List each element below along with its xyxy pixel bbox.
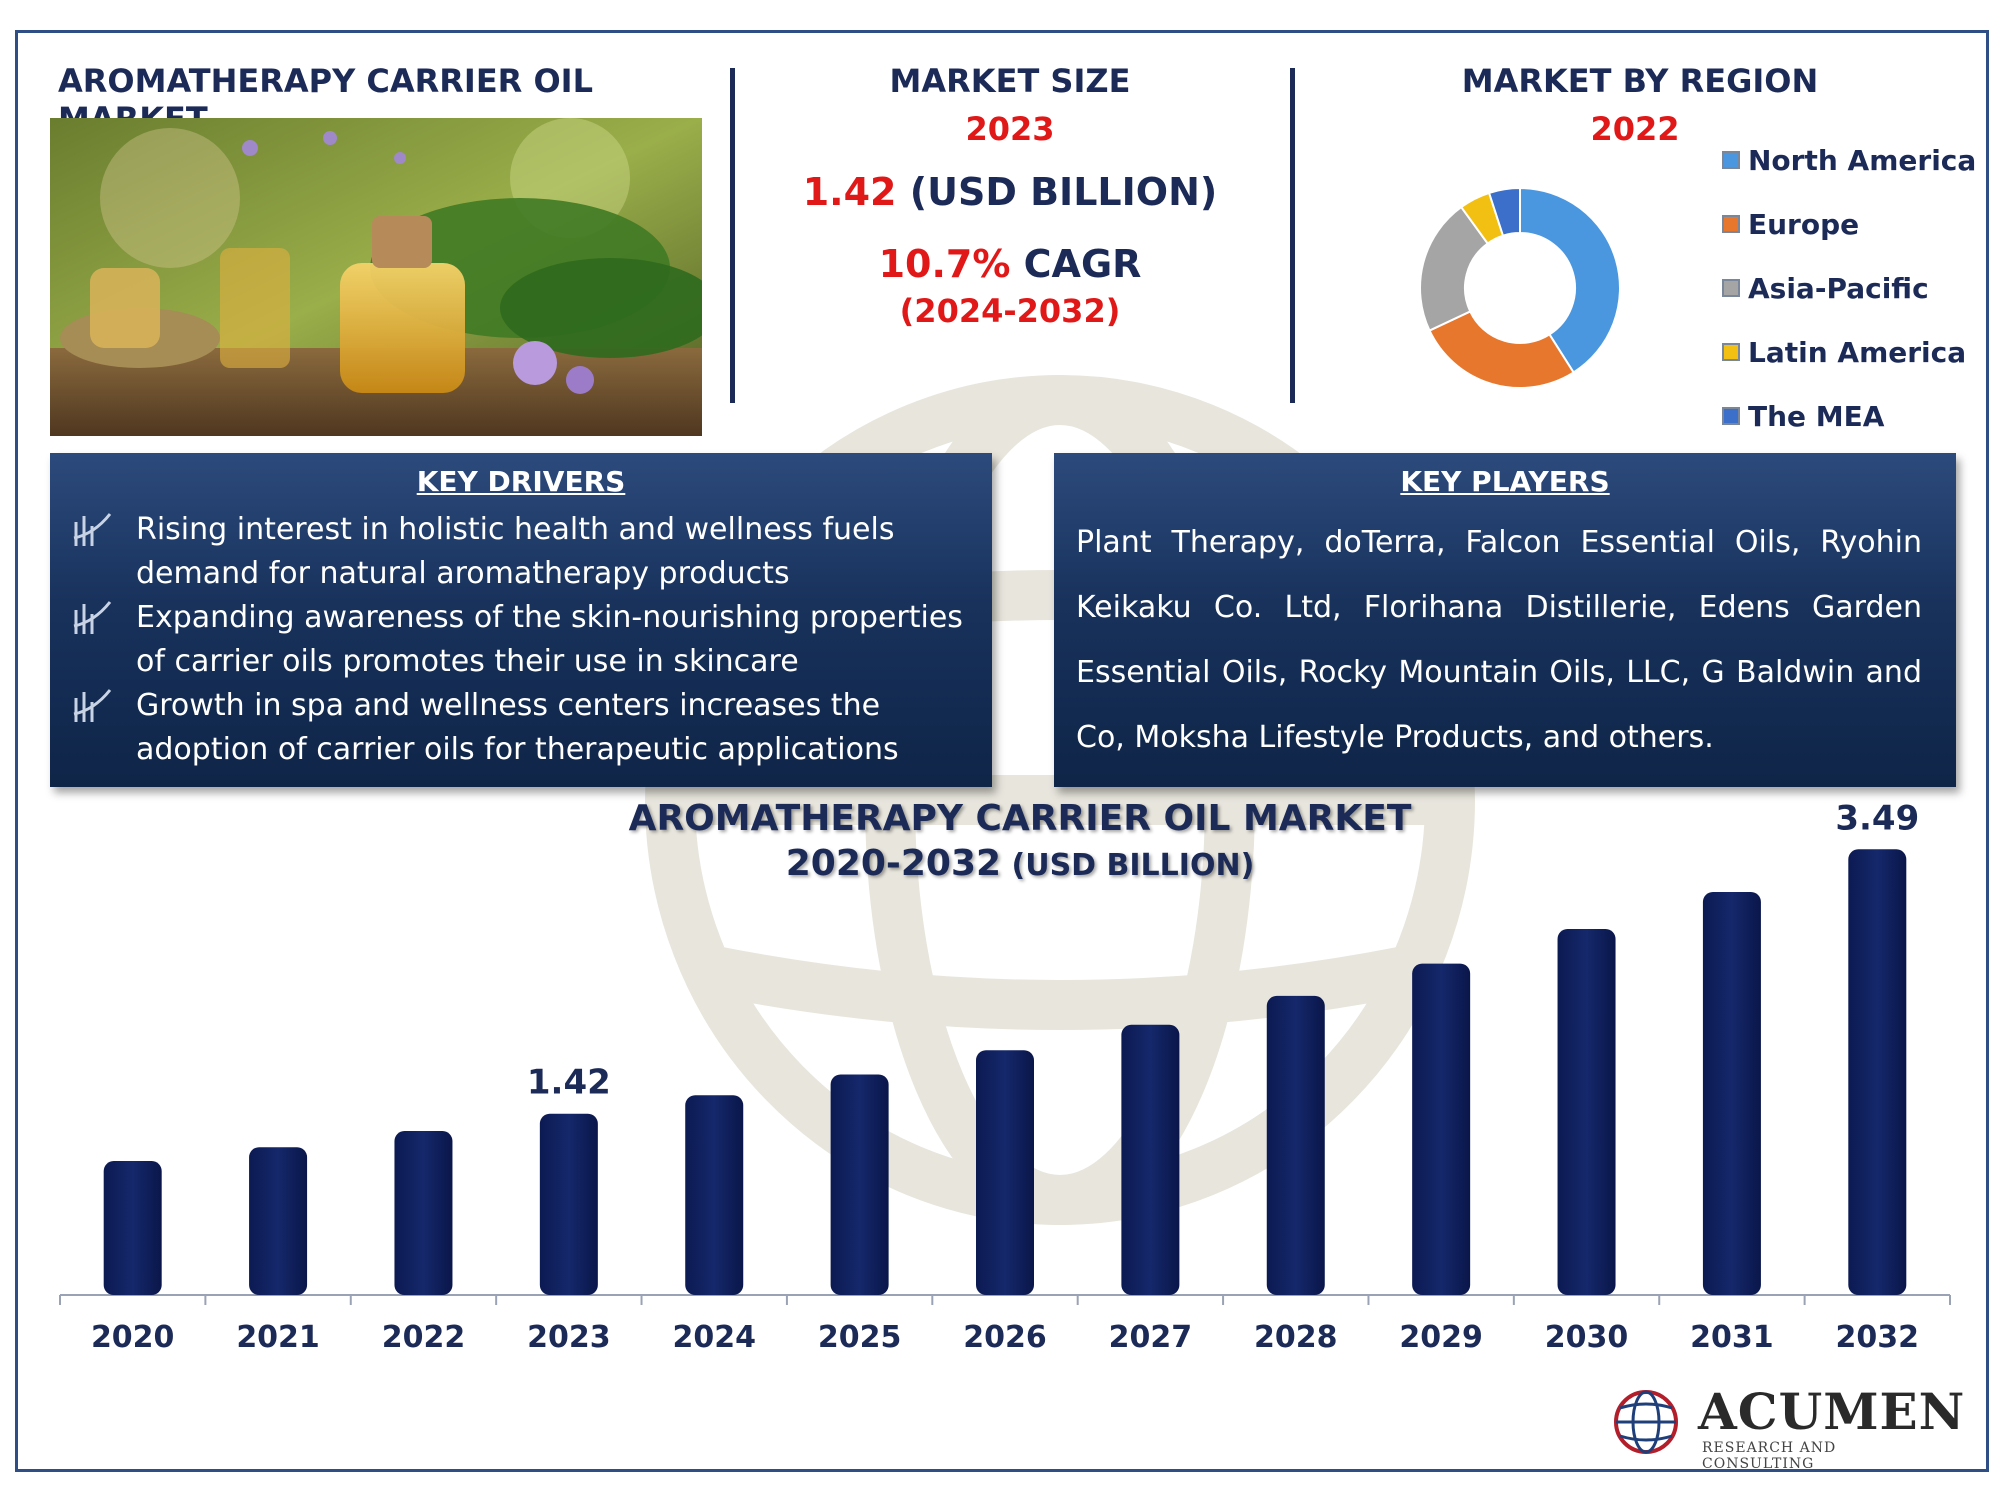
x-tick-label: 2029	[1399, 1320, 1483, 1355]
x-tick-label: 2027	[1109, 1320, 1193, 1355]
legend-label: Asia-Pacific	[1748, 271, 1929, 305]
acumen-globe-icon	[1614, 1390, 1678, 1454]
legend-item: North America	[1722, 128, 1976, 192]
region-heading: MARKET BY REGION	[1461, 62, 1819, 100]
bar	[1702, 891, 1761, 1295]
market-size-unit: (USD BILLION)	[896, 170, 1218, 214]
legend-item: Latin America	[1722, 320, 1976, 384]
legend-swatch	[1722, 279, 1740, 297]
driver-text: Growth in spa and wellness centers incre…	[136, 688, 899, 767]
bar	[249, 1147, 308, 1295]
legend-item: Asia-Pacific	[1722, 256, 1976, 320]
data-label: 3.49	[1835, 798, 1919, 838]
chart-title-line2: 2020-2032 (USD BILLION)	[560, 843, 1480, 884]
x-tick-label: 2020	[91, 1320, 175, 1355]
growth-chart-icon	[73, 689, 112, 722]
legend-label: North America	[1748, 143, 1977, 177]
cagr-label: CAGR	[1010, 242, 1142, 286]
driver-item: Expanding awareness of the skin-nourishi…	[68, 596, 972, 684]
region-donut-chart	[1419, 186, 1621, 389]
key-drivers-heading: KEY DRIVERS	[416, 465, 626, 498]
x-tick-label: 2025	[818, 1320, 902, 1355]
x-tick-label: 2026	[963, 1320, 1047, 1355]
logo-tagline: RESEARCH AND CONSULTING	[1702, 1440, 1837, 1472]
legend-swatch	[1722, 343, 1740, 361]
growth-chart-icon	[73, 601, 112, 634]
chart-title-unit: (USD BILLION)	[1001, 848, 1255, 883]
x-tick-label: 2028	[1254, 1320, 1338, 1355]
cagr-period: (2024-2032)	[899, 292, 1121, 330]
bar	[1557, 928, 1616, 1295]
market-size-value: 1.42	[802, 170, 897, 214]
bar	[830, 1074, 889, 1295]
legend-item: The MEA	[1722, 384, 1976, 448]
divider-left	[730, 68, 735, 403]
x-tick-label: 2023	[527, 1320, 611, 1355]
market-size-value-line: 1.42 (USD BILLION)	[740, 170, 1280, 214]
cagr-value: 10.7%	[878, 242, 1011, 286]
x-tick-label: 2032	[1836, 1320, 1920, 1355]
x-tick-label: 2031	[1690, 1320, 1774, 1355]
bar	[539, 1113, 598, 1295]
bar	[1848, 849, 1907, 1295]
cagr-line: 10.7% CAGR	[740, 242, 1280, 286]
x-tick-label: 2022	[382, 1320, 466, 1355]
bar	[1121, 1024, 1180, 1295]
market-size-block: MARKET SIZE 2023 1.42 (USD BILLION) 10.7…	[740, 62, 1280, 330]
bar	[394, 1131, 453, 1295]
growth-chart-icon	[73, 513, 112, 546]
bar	[103, 1161, 162, 1295]
divider-right	[1290, 68, 1295, 403]
x-tick-label: 2030	[1545, 1320, 1629, 1355]
key-drivers-panel: KEY DRIVERS Rising interest in holistic …	[50, 453, 992, 787]
x-tick-label: 2024	[672, 1320, 756, 1355]
region-year: 2022	[1590, 110, 1680, 148]
bar	[1412, 963, 1471, 1295]
market-size-year: 2023	[965, 110, 1055, 148]
donut-slice	[1428, 310, 1575, 389]
donut-slice	[1487, 186, 1521, 237]
legend-swatch	[1722, 215, 1740, 233]
legend-label: The MEA	[1748, 399, 1885, 433]
driver-text: Rising interest in holistic health and w…	[136, 512, 895, 591]
driver-text: Expanding awareness of the skin-nourishi…	[136, 600, 963, 679]
key-players-panel: KEY PLAYERS Plant Therapy, doTerra, Falc…	[1054, 453, 1956, 787]
region-legend: North America Europe Asia-Pacific Latin Ame…	[1722, 128, 1976, 448]
acumen-logo: ACUMEN RESEARCH AND CONSULTING	[1606, 1380, 1964, 1472]
data-label: 1.42	[527, 1063, 611, 1103]
bar	[685, 1095, 744, 1295]
market-size-heading: MARKET SIZE	[889, 62, 1131, 100]
bar	[1266, 995, 1325, 1295]
donut-slice	[1519, 186, 1621, 374]
key-players-text: Plant Therapy, doTerra, Falcon Essential…	[1076, 525, 1922, 755]
driver-item: Rising interest in holistic health and w…	[68, 508, 972, 596]
key-drivers-list: Rising interest in holistic health and w…	[68, 508, 972, 772]
chart-title-years: 2020-2032	[785, 843, 1002, 884]
chart-title: AROMATHERAPY CARRIER OIL MARKET 2020-203…	[560, 798, 1480, 884]
legend-label: Europe	[1748, 207, 1860, 241]
logo-name: ACUMEN	[1698, 1382, 1966, 1441]
key-players-heading: KEY PLAYERS	[1400, 465, 1610, 498]
bar	[976, 1050, 1034, 1295]
legend-item: Europe	[1722, 192, 1976, 256]
legend-label: Latin America	[1748, 335, 1967, 369]
driver-item: Growth in spa and wellness centers incre…	[68, 684, 972, 772]
x-tick-label: 2021	[236, 1320, 320, 1355]
legend-swatch	[1722, 407, 1740, 425]
aromatherapy-photo	[50, 118, 702, 436]
chart-title-line1: AROMATHERAPY CARRIER OIL MARKET	[628, 798, 1412, 839]
legend-swatch	[1722, 151, 1740, 169]
